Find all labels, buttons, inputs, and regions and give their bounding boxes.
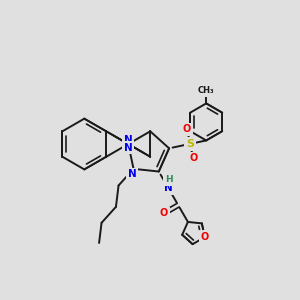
Text: O: O — [160, 208, 168, 218]
Text: S: S — [186, 139, 194, 149]
Text: O: O — [201, 232, 209, 242]
Text: N: N — [124, 135, 133, 146]
Text: H: H — [165, 176, 172, 184]
Text: O: O — [183, 124, 191, 134]
Text: N: N — [128, 169, 136, 179]
Text: CH₃: CH₃ — [198, 86, 214, 95]
Text: N: N — [124, 142, 133, 153]
Text: N: N — [164, 183, 173, 193]
Text: O: O — [189, 154, 197, 164]
